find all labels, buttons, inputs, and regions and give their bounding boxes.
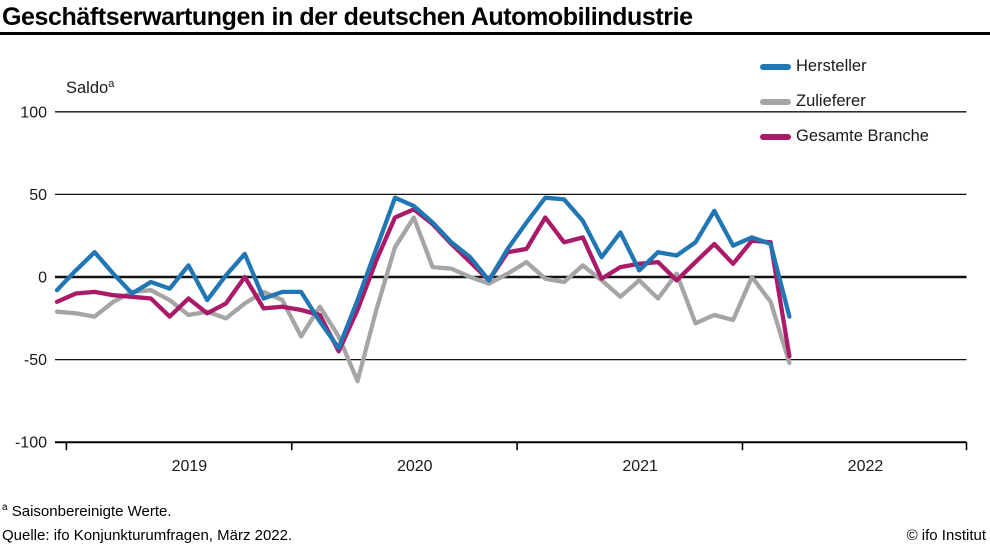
y-tick-label: 100	[20, 104, 47, 121]
gesamte-branche-line-swatch	[760, 133, 791, 140]
x-axis-year-label: 2020	[397, 458, 433, 475]
zulieferer-line-swatch	[760, 98, 791, 105]
series-line-hersteller	[54, 195, 792, 351]
x-axis-year-label: 2019	[172, 458, 208, 475]
title-divider	[0, 32, 990, 35]
page-title: Geschäftserwartungen in der deutschen Au…	[2, 3, 693, 31]
y-tick-label: 0	[38, 270, 47, 287]
legend-label: Gesamte Branche	[796, 127, 929, 145]
y-axis-unit-label: Saldoa	[66, 78, 115, 97]
footnote: a Saisonbereinigte Werte.	[2, 502, 172, 520]
legend-item-gesamte-branche: Gesamte Branche	[760, 119, 929, 154]
y-tick-label: -100	[15, 435, 47, 452]
copyright: © ifo Institut	[906, 527, 986, 544]
legend-label: Hersteller	[796, 57, 867, 75]
legend-item-zulieferer: Zulieferer	[760, 84, 929, 119]
y-tick-label: 50	[29, 187, 47, 204]
x-axis-year-label: 2022	[848, 458, 884, 475]
source-line: Quelle: ifo Konjunkturumfragen, März 202…	[2, 527, 293, 544]
x-axis-year-label: 2021	[622, 458, 658, 475]
series-line-zulieferer	[54, 215, 792, 384]
footnote-marker: a	[2, 502, 8, 513]
legend-label: Zulieferer	[796, 92, 866, 110]
legend-item-hersteller: Hersteller	[760, 49, 929, 84]
hersteller-line-swatch	[760, 63, 791, 70]
legend: Hersteller Zulieferer Gesamte Branche	[760, 49, 929, 154]
footnote-text: Saisonbereinigte Werte.	[11, 503, 172, 520]
y-tick-label: -50	[24, 352, 47, 369]
